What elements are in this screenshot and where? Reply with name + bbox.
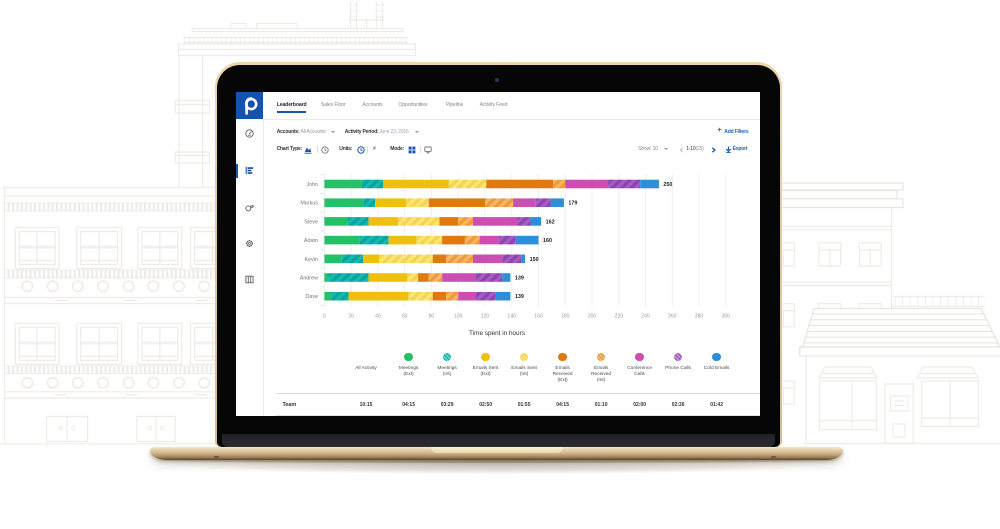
svg-text:20: 20 (348, 314, 354, 320)
svg-text:179: 179 (568, 201, 577, 207)
svg-text:160: 160 (534, 314, 543, 320)
svg-text:Kevin: Kevin (305, 257, 319, 263)
svg-text:162: 162 (546, 219, 555, 225)
svg-text:40: 40 (375, 314, 381, 320)
svg-text:0: 0 (323, 314, 326, 320)
svg-text:Markus: Markus (300, 201, 318, 207)
svg-text:139: 139 (515, 294, 524, 300)
svg-text:Adam: Adam (304, 238, 319, 244)
svg-text:280: 280 (695, 314, 704, 320)
svg-text:160: 160 (543, 238, 552, 244)
svg-text:250: 250 (663, 182, 672, 188)
svg-text:100: 100 (454, 314, 463, 320)
svg-text:60: 60 (402, 314, 408, 320)
svg-text:220: 220 (615, 314, 624, 320)
svg-text:80: 80 (429, 314, 435, 320)
svg-text:Steve: Steve (304, 219, 318, 225)
svg-text:180: 180 (561, 314, 570, 320)
svg-text:240: 240 (641, 314, 650, 320)
svg-text:260: 260 (668, 314, 677, 320)
svg-text:139: 139 (515, 276, 524, 282)
svg-text:200: 200 (588, 314, 597, 320)
svg-text:Dave: Dave (305, 294, 318, 300)
svg-text:120: 120 (481, 314, 490, 320)
svg-text:John: John (306, 182, 318, 188)
svg-text:140: 140 (508, 314, 517, 320)
svg-text:150: 150 (530, 257, 539, 263)
svg-text:300: 300 (722, 314, 731, 320)
svg-text:Andrew: Andrew (300, 276, 318, 282)
